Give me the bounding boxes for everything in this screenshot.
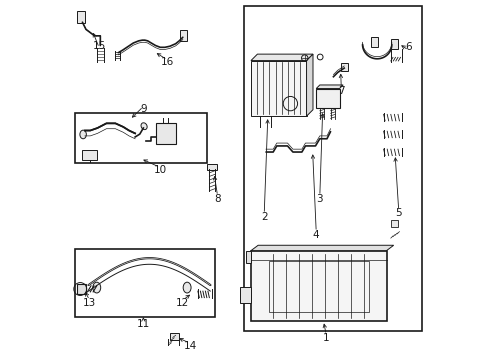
Bar <box>77 284 86 294</box>
Bar <box>268 261 368 312</box>
Bar <box>180 30 187 41</box>
Text: 10: 10 <box>153 165 166 175</box>
Text: 2: 2 <box>261 212 267 221</box>
Bar <box>341 63 348 71</box>
Bar <box>75 113 206 163</box>
Bar <box>75 249 215 317</box>
Bar <box>250 251 386 320</box>
Bar <box>169 333 179 339</box>
Text: 9: 9 <box>140 104 146 114</box>
Text: 13: 13 <box>83 298 96 308</box>
Polygon shape <box>250 54 312 60</box>
Text: 3: 3 <box>316 194 323 204</box>
Ellipse shape <box>141 123 147 130</box>
Ellipse shape <box>183 282 191 293</box>
Bar <box>155 123 175 144</box>
Text: 16: 16 <box>161 57 174 67</box>
Polygon shape <box>306 54 312 116</box>
Ellipse shape <box>93 282 101 293</box>
Polygon shape <box>316 85 343 89</box>
Text: 11: 11 <box>137 319 150 329</box>
Bar <box>316 89 339 108</box>
Polygon shape <box>250 245 393 251</box>
Text: 14: 14 <box>183 341 196 351</box>
Bar <box>250 60 306 116</box>
Bar <box>77 11 84 23</box>
Bar <box>390 39 397 49</box>
Polygon shape <box>240 287 250 303</box>
Bar <box>207 164 217 170</box>
Text: 12: 12 <box>176 298 189 308</box>
Text: 6: 6 <box>405 42 411 52</box>
Text: 7: 7 <box>337 86 344 96</box>
Polygon shape <box>246 251 250 263</box>
Bar <box>390 220 397 226</box>
Text: 8: 8 <box>214 194 221 204</box>
Ellipse shape <box>80 130 86 139</box>
Text: 5: 5 <box>395 208 401 218</box>
Bar <box>370 37 377 46</box>
Text: 1: 1 <box>322 333 329 343</box>
Text: 15: 15 <box>92 41 106 50</box>
Bar <box>244 6 421 331</box>
Bar <box>82 150 97 160</box>
Text: 4: 4 <box>312 230 319 239</box>
